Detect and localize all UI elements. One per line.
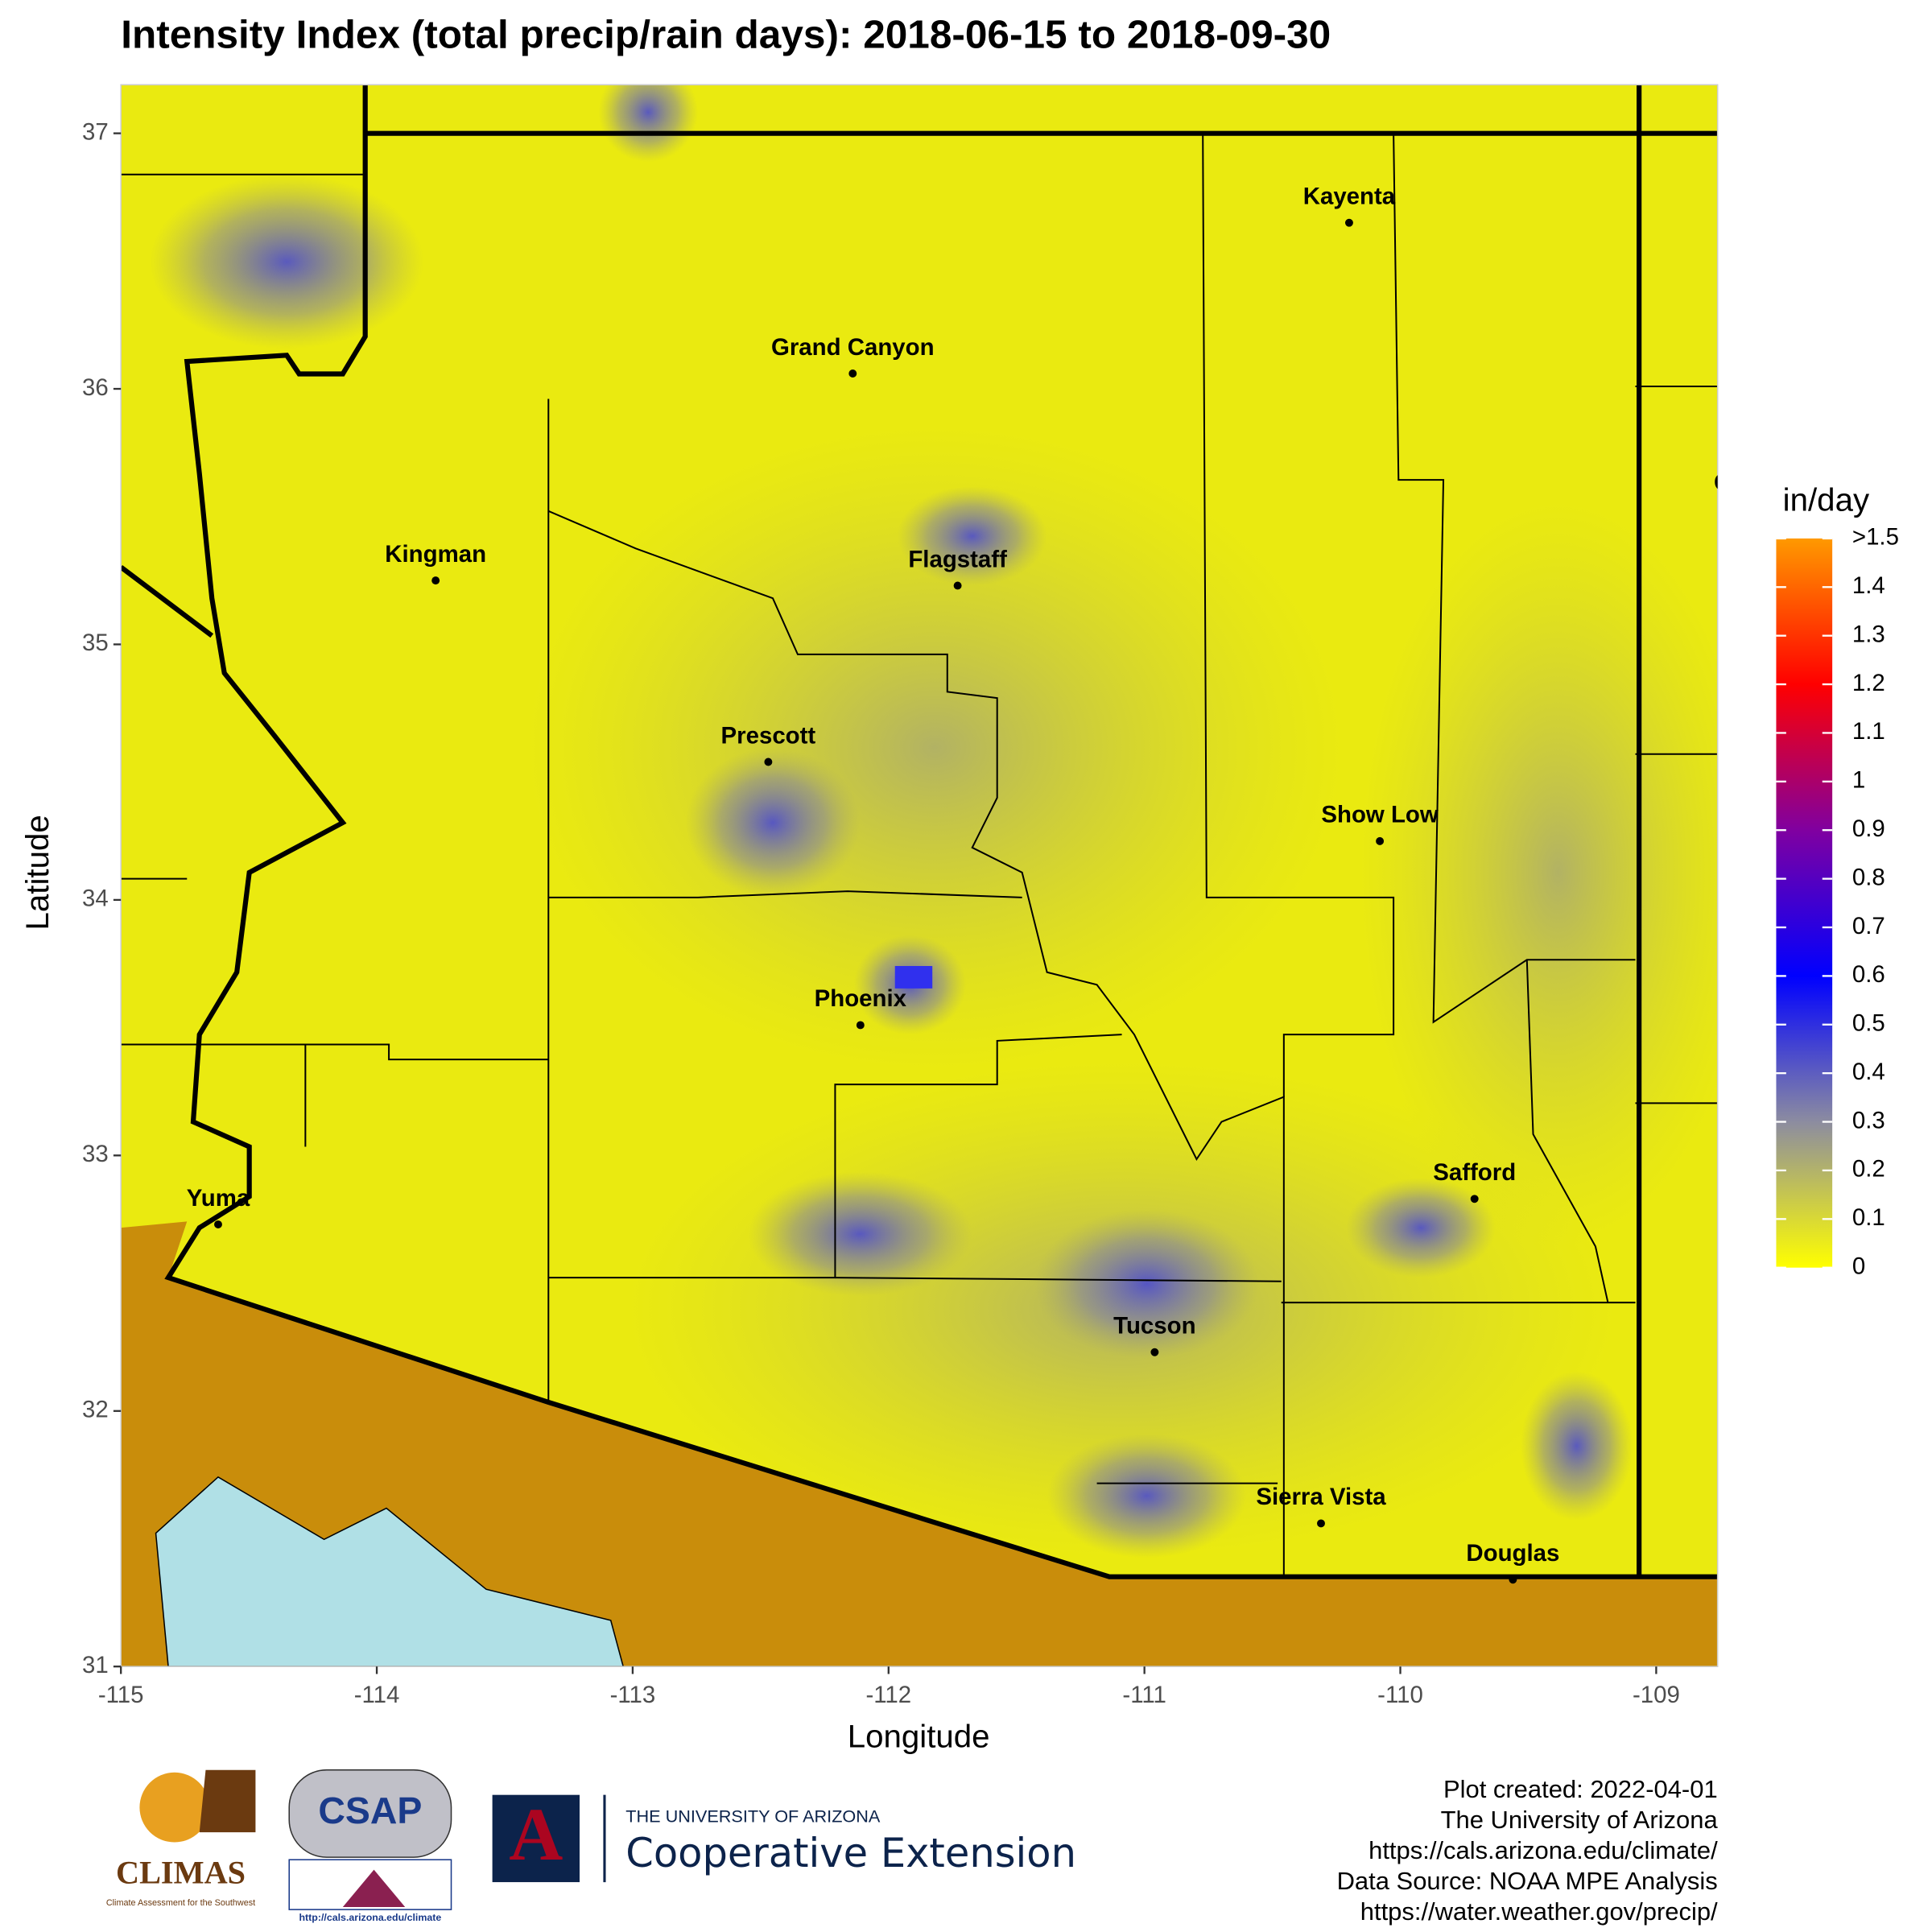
- y-tick-label: 37: [82, 118, 109, 145]
- legend-title: in/day: [1783, 482, 1870, 518]
- chart-title: Intensity Index (total precip/rain days)…: [121, 13, 1331, 57]
- legend-tick-label: 1.3: [1852, 621, 1885, 647]
- city-layer: Kayenta Grand Canyon Kingman Flagstaff Presc…: [187, 184, 1752, 1584]
- legend-tick-label: 0.9: [1852, 815, 1885, 842]
- x-tick-label: -110: [1377, 1682, 1423, 1708]
- y-tick-label: 32: [82, 1397, 109, 1423]
- y-axis-title: Latitude: [19, 815, 56, 930]
- ua-block: [492, 1794, 580, 1883]
- city-dot: [848, 369, 857, 378]
- footer-line: https://water.weather.gov/precip/: [1360, 1897, 1718, 1926]
- city-dot: [953, 581, 962, 590]
- x-axis-title: Longitude: [848, 1719, 990, 1755]
- city-dot: [431, 576, 440, 585]
- y-tick-label: 35: [82, 630, 109, 656]
- mexico: [121, 1221, 1718, 1667]
- x-tick-label: -113: [610, 1682, 656, 1708]
- city-dot: [214, 1220, 222, 1228]
- y-tick-label: 31: [82, 1652, 109, 1678]
- state-borders: [121, 85, 1718, 1579]
- city-dot: [1509, 1575, 1517, 1584]
- climas-shape: [199, 1769, 256, 1833]
- x-tick-label: -112: [865, 1682, 911, 1708]
- city-label: Sierra Vista: [1256, 1484, 1386, 1510]
- intensity-field: [149, 85, 1718, 1558]
- csap-name: CSAP: [318, 1790, 422, 1831]
- city-dot: [1317, 1519, 1325, 1528]
- city-dot: [1470, 1195, 1479, 1203]
- footer-line: https://cals.arizona.edu/climate/: [1368, 1836, 1718, 1864]
- legend-tick-label: 0.3: [1852, 1107, 1885, 1133]
- legend-tick-label: 1.4: [1852, 572, 1885, 599]
- city-label: Tucson: [1113, 1313, 1195, 1340]
- csap-url: http://cals.arizona.edu/climate: [299, 1912, 442, 1923]
- city-dot: [1344, 218, 1353, 227]
- x-tick-label: -109: [1633, 1682, 1680, 1708]
- county-lines: [121, 133, 1718, 1577]
- city-dot: [1729, 505, 1737, 513]
- climas-name: CLIMAS: [116, 1855, 246, 1891]
- legend-tick-label: 1.2: [1852, 670, 1885, 696]
- city-label: Gal: [1714, 469, 1752, 496]
- legend-tick-label: 1.1: [1852, 718, 1885, 745]
- y-tick-label: 33: [82, 1141, 109, 1167]
- legend-tick-label: 0.1: [1852, 1204, 1885, 1231]
- y-tick-label: 36: [82, 374, 109, 401]
- city-label: Safford: [1433, 1159, 1516, 1186]
- footer-line: The University of Arizona: [1441, 1806, 1719, 1834]
- city-dot: [856, 1021, 865, 1030]
- climas-subtitle: Climate Assessment for the Southwest: [106, 1898, 255, 1908]
- city-dot: [1376, 836, 1385, 845]
- x-tick-label: -111: [1122, 1682, 1166, 1708]
- legend-tick-label: 0: [1852, 1253, 1865, 1279]
- footer-line: Plot created: 2022-04-01: [1443, 1775, 1718, 1803]
- city-label: Show Low: [1321, 802, 1439, 828]
- ua-letter: A: [509, 1794, 563, 1876]
- legend-tick-label: >1.5: [1852, 524, 1899, 551]
- city-label: Grand Canyon: [771, 334, 935, 361]
- city-label: Phoenix: [815, 985, 907, 1012]
- csap-cloud: [288, 1769, 452, 1858]
- legend-tick-label: 1: [1852, 767, 1865, 794]
- city-label: Prescott: [721, 722, 816, 749]
- legend-tick-label: 0.2: [1852, 1156, 1885, 1183]
- city-label: Flagstaff: [908, 546, 1007, 572]
- city-label: Kingman: [385, 541, 486, 568]
- y-tick-label: 34: [82, 886, 109, 912]
- ua-unit: Cooperative Extension: [625, 1830, 1076, 1876]
- logos: CLIMAS Climate Assessment for the Southw…: [106, 1769, 1076, 1923]
- footer-line: Data Source: NOAA MPE Analysis: [1337, 1867, 1718, 1895]
- legend-tick-label: 0.4: [1852, 1059, 1885, 1085]
- city-dot: [764, 758, 773, 766]
- city-label: Douglas: [1466, 1540, 1559, 1567]
- gulf-of-california: [155, 1476, 624, 1667]
- legend-tick-label: 0.5: [1852, 1010, 1885, 1037]
- x-tick-label: -114: [354, 1682, 400, 1708]
- legend-tick-label: 0.6: [1852, 961, 1885, 988]
- x-tick-label: -115: [98, 1682, 144, 1708]
- climas-icon: [139, 1772, 210, 1843]
- legend-tick-label: 0.7: [1852, 913, 1885, 939]
- city-label: Yuma: [187, 1185, 250, 1212]
- csap-mountain: [342, 1869, 406, 1908]
- legend-colorbar: [1776, 538, 1833, 1268]
- legend-tick-label: 0.8: [1852, 864, 1885, 890]
- panel-border: [120, 84, 1719, 1667]
- city-dot: [1150, 1348, 1159, 1356]
- city-label: Kayenta: [1303, 184, 1396, 210]
- map-panel: [121, 85, 1718, 1667]
- ua-name: THE UNIVERSITY OF ARIZONA: [625, 1806, 881, 1826]
